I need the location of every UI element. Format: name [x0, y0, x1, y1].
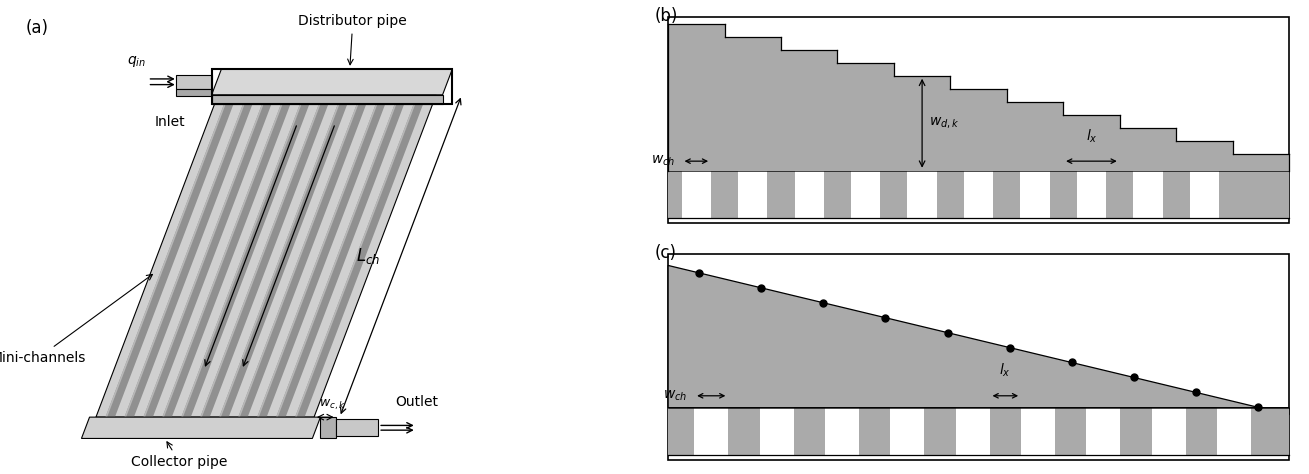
Polygon shape [200, 95, 325, 417]
Polygon shape [81, 417, 321, 438]
FancyBboxPatch shape [890, 408, 924, 455]
Polygon shape [219, 95, 351, 417]
Polygon shape [162, 95, 295, 417]
FancyBboxPatch shape [1086, 408, 1121, 455]
FancyBboxPatch shape [1119, 128, 1175, 171]
FancyBboxPatch shape [1217, 408, 1251, 455]
Text: $l_x$: $l_x$ [1000, 362, 1011, 379]
Text: $q_{in}$: $q_{in}$ [127, 54, 145, 69]
FancyBboxPatch shape [963, 171, 994, 218]
FancyBboxPatch shape [1020, 171, 1050, 218]
FancyBboxPatch shape [668, 24, 725, 171]
Polygon shape [257, 95, 381, 417]
FancyBboxPatch shape [1077, 171, 1106, 218]
FancyBboxPatch shape [1063, 115, 1119, 171]
FancyBboxPatch shape [1152, 408, 1186, 455]
Polygon shape [96, 95, 436, 417]
Text: $w_{ch}$: $w_{ch}$ [651, 154, 675, 168]
FancyBboxPatch shape [682, 171, 711, 218]
Polygon shape [276, 95, 401, 417]
Polygon shape [212, 69, 453, 95]
Polygon shape [295, 95, 427, 417]
Text: Outlet: Outlet [395, 395, 439, 409]
FancyBboxPatch shape [668, 408, 1289, 455]
FancyBboxPatch shape [1233, 154, 1289, 171]
Polygon shape [124, 95, 249, 417]
FancyBboxPatch shape [1021, 408, 1055, 455]
Polygon shape [238, 95, 369, 417]
Polygon shape [144, 95, 275, 417]
FancyBboxPatch shape [894, 76, 950, 171]
Text: Distributor pipe: Distributor pipe [298, 14, 407, 65]
FancyBboxPatch shape [725, 37, 781, 171]
Polygon shape [336, 419, 378, 436]
Polygon shape [124, 95, 257, 417]
FancyBboxPatch shape [694, 408, 728, 455]
FancyBboxPatch shape [1175, 141, 1233, 171]
Text: Inlet: Inlet [154, 115, 186, 129]
Text: $w_{d,k}$: $w_{d,k}$ [929, 116, 959, 131]
FancyBboxPatch shape [838, 63, 894, 171]
Polygon shape [162, 95, 287, 417]
FancyBboxPatch shape [956, 408, 990, 455]
Text: Mini-channels: Mini-channels [0, 274, 152, 365]
FancyBboxPatch shape [1190, 171, 1219, 218]
FancyBboxPatch shape [1007, 102, 1063, 171]
FancyBboxPatch shape [668, 171, 1289, 218]
Polygon shape [181, 95, 305, 417]
Polygon shape [106, 95, 237, 417]
Polygon shape [219, 95, 343, 417]
Text: $w_{c,k}$: $w_{c,k}$ [319, 398, 346, 412]
Polygon shape [177, 89, 212, 96]
Polygon shape [181, 95, 313, 417]
Text: (a): (a) [26, 19, 48, 37]
Text: Collector pipe: Collector pipe [131, 442, 228, 469]
FancyBboxPatch shape [1134, 171, 1162, 218]
FancyBboxPatch shape [795, 171, 823, 218]
Polygon shape [238, 95, 363, 417]
FancyBboxPatch shape [738, 171, 767, 218]
Text: (b): (b) [654, 7, 678, 25]
Text: $w_{ch}$: $w_{ch}$ [664, 389, 687, 403]
Polygon shape [257, 95, 389, 417]
FancyBboxPatch shape [759, 408, 793, 455]
Polygon shape [321, 417, 336, 438]
FancyBboxPatch shape [781, 50, 838, 171]
Polygon shape [106, 95, 229, 417]
Polygon shape [276, 95, 407, 417]
Text: $L_{ch}$: $L_{ch}$ [356, 246, 380, 266]
FancyBboxPatch shape [668, 17, 1289, 223]
FancyBboxPatch shape [907, 171, 937, 218]
Polygon shape [212, 95, 442, 104]
Bar [212, 69, 453, 104]
Polygon shape [144, 95, 267, 417]
FancyBboxPatch shape [950, 89, 1007, 171]
Text: $l_x$: $l_x$ [1085, 127, 1097, 145]
FancyBboxPatch shape [851, 171, 881, 218]
Polygon shape [200, 95, 332, 417]
FancyBboxPatch shape [668, 254, 1289, 460]
Polygon shape [177, 74, 212, 89]
Text: (c): (c) [654, 244, 677, 262]
Polygon shape [295, 95, 419, 417]
Polygon shape [668, 265, 1289, 415]
FancyBboxPatch shape [825, 408, 859, 455]
